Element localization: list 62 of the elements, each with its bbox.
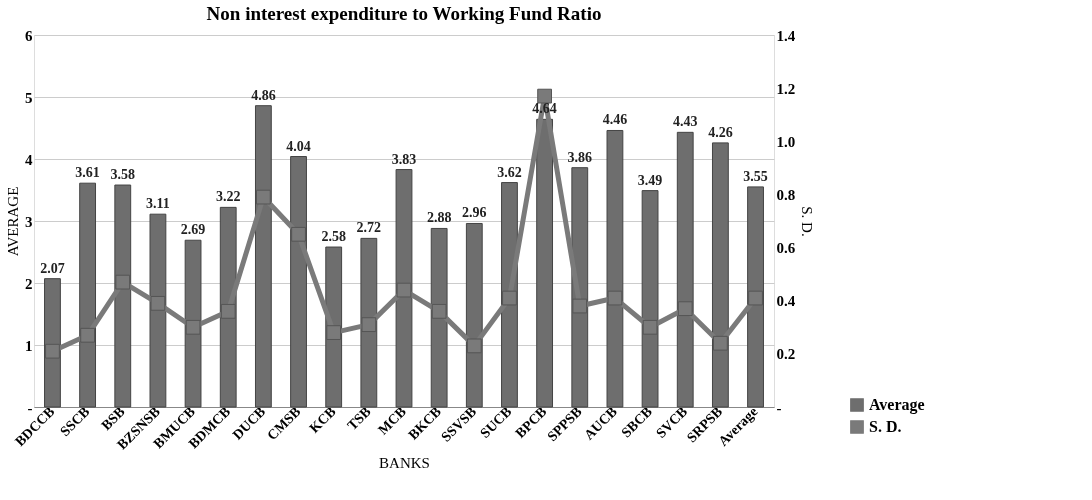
y-tick-label: 5 (25, 89, 33, 106)
data-label: 3.22 (215, 189, 241, 205)
point (677, 301, 693, 317)
data-label: 2.88 (426, 210, 452, 226)
data-label: 2.72 (356, 220, 382, 236)
point (396, 282, 412, 298)
point (220, 303, 236, 319)
point (185, 319, 201, 335)
point (502, 290, 517, 306)
y2-tick-label: 1.2 (776, 80, 796, 97)
data-label: 3.61 (75, 165, 100, 181)
data-label: 2.96 (462, 205, 487, 221)
y2-tick-label: 0.8 (776, 186, 796, 203)
x-tick-label: TSB (344, 403, 374, 434)
point (466, 338, 482, 354)
x-axis-title: BANKS (379, 455, 430, 472)
y2-tick-label: - (776, 399, 782, 416)
data-label: 4.43 (672, 114, 698, 130)
point (326, 325, 342, 340)
y-tick-label: 3 (25, 213, 33, 230)
y-tick-label: 1 (25, 337, 33, 354)
data-label: 3.58 (110, 167, 136, 183)
y2-axis-title: S. D. (799, 206, 816, 237)
data-label: 2.58 (321, 229, 346, 245)
y2-tick-label: 0.2 (776, 346, 796, 363)
data-label: 3.55 (743, 168, 768, 184)
data-label: 2.69 (180, 222, 206, 238)
point (572, 298, 588, 314)
point (431, 303, 447, 319)
data-label: 4.86 (251, 87, 276, 103)
point (537, 88, 553, 104)
y-tick-label: 2 (25, 275, 33, 292)
data-label: 2.07 (40, 260, 65, 276)
y-tick-label: 4 (25, 151, 33, 168)
point (115, 274, 131, 290)
point (255, 189, 271, 205)
data-label: 4.04 (286, 138, 311, 154)
point (361, 317, 377, 333)
point (291, 226, 306, 242)
y2-tick-label: 1.0 (776, 133, 796, 150)
data-label: 3.49 (637, 172, 663, 188)
point (713, 335, 728, 351)
y-axis-title: AVERAGE (5, 186, 21, 257)
y-tick-label: 6 (25, 27, 33, 44)
point (150, 295, 166, 311)
point (607, 290, 623, 306)
data-label: 4.46 (602, 112, 628, 128)
point (45, 343, 60, 359)
y2-tick-label: 0.4 (776, 293, 796, 310)
y-tick-label: - (27, 399, 33, 416)
data-label: 3.83 (391, 151, 417, 167)
point (748, 290, 763, 306)
data-label: 4.26 (708, 124, 733, 140)
y2-tick-label: 1.4 (776, 27, 796, 44)
point (80, 327, 95, 343)
data-label: 3.62 (497, 164, 522, 180)
chart-title: Non interest expenditure to Working Fund Ratio (206, 3, 602, 24)
y2-tick-label: 0.6 (776, 240, 796, 257)
point (642, 319, 658, 335)
legend-label: S. D. (869, 418, 902, 435)
data-label: 3.11 (146, 196, 170, 212)
data-label: 3.86 (567, 149, 593, 165)
